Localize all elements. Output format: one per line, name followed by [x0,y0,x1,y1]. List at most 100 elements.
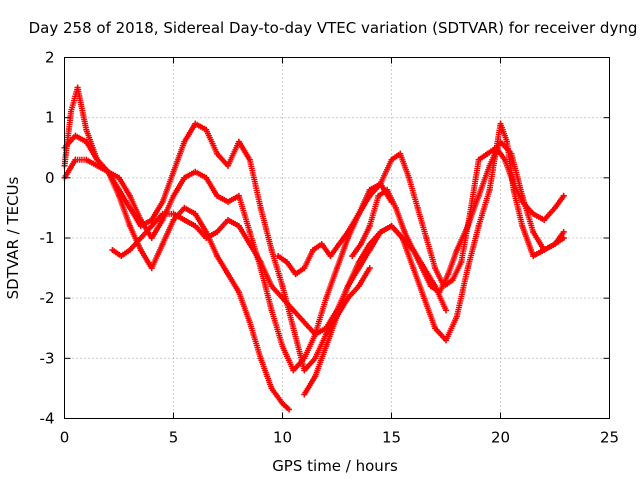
x-axis-label: GPS time / hours [272,457,398,475]
data-point [105,168,112,175]
series-sat-a [61,84,293,413]
data-point [366,265,373,272]
data-point [323,295,330,302]
data-point [301,319,308,326]
data-point [475,192,482,199]
data-point [384,186,391,193]
data-point [427,283,434,290]
data-point [432,265,439,272]
y-tick-label: 0 [45,169,55,187]
data-point [203,228,210,235]
data-point [148,235,155,241]
data-point [552,204,558,211]
data-point [68,108,75,115]
data-point [484,150,491,157]
data-point [94,156,101,163]
data-point [148,265,155,272]
data-point [388,156,395,163]
chart-title: Day 258 of 2018, Sidereal Day-to-day VTE… [29,19,638,37]
x-tick-label: 20 [491,429,510,447]
data-point [510,186,517,193]
grid [64,57,610,419]
data-point [225,216,231,223]
data-point [246,241,253,248]
axis-ticks: 0 5 10 15 20 25 -4 -3 -2 -1 0 1 2 [40,49,620,447]
y-tick-label: 1 [45,109,55,127]
data-point [323,343,330,350]
data-point [301,265,308,272]
series-sat-g [349,138,567,296]
data-point [192,222,199,229]
data-point [519,222,526,229]
data-point [323,325,330,332]
data-point [268,247,275,254]
data-point [497,138,504,145]
data-point [375,192,382,199]
data-point [388,222,395,229]
data-point [541,247,548,254]
data-point [355,210,362,217]
data-point [301,367,308,374]
data-point [170,216,177,223]
data-point [366,186,373,193]
data-point [336,241,343,248]
data-point [246,228,253,235]
data-point [453,247,460,254]
data-point [344,228,351,235]
data-point [349,253,356,260]
data-point [148,222,155,229]
data-point [83,138,90,145]
data-point [235,138,242,145]
data-point [192,210,199,217]
y-tick-label: 2 [45,49,55,67]
data-point [541,216,548,223]
data-point [519,192,526,199]
data-point [486,162,493,169]
data-point [126,247,133,254]
data-point [279,343,286,350]
data-point [170,192,177,199]
data-point [475,222,482,229]
data-point [159,198,166,205]
data-point [181,216,188,223]
data-point [116,174,122,181]
data-point [257,355,264,362]
data-point [497,120,504,127]
data-point [192,168,199,175]
data-marks [61,84,567,413]
data-point [279,400,286,407]
data-point [290,367,297,374]
data-point [357,241,364,248]
x-tick-label: 15 [382,429,401,447]
data-point [257,204,264,211]
data-point [410,265,417,272]
data-point [246,319,253,326]
data-point [257,259,264,266]
data-point [458,259,465,266]
data-point [366,222,373,229]
data-point [504,138,511,145]
data-point [318,241,325,248]
data-point [72,156,79,163]
data-point [377,180,384,187]
data-point [159,241,166,248]
data-point [214,150,221,157]
x-tick-label: 10 [273,429,292,447]
data-point [366,241,373,248]
data-point [530,253,537,260]
data-point [116,186,122,193]
data-point [170,168,177,175]
data-point [486,186,493,193]
data-point [94,162,101,169]
data-point [286,406,293,413]
data-point [148,216,155,223]
data-point [334,313,340,320]
data-point [419,265,426,272]
data-point [405,174,412,181]
data-point [235,289,242,296]
data-point [310,247,317,254]
data-point [268,283,275,290]
data-point [292,271,299,278]
data-point [159,210,166,217]
